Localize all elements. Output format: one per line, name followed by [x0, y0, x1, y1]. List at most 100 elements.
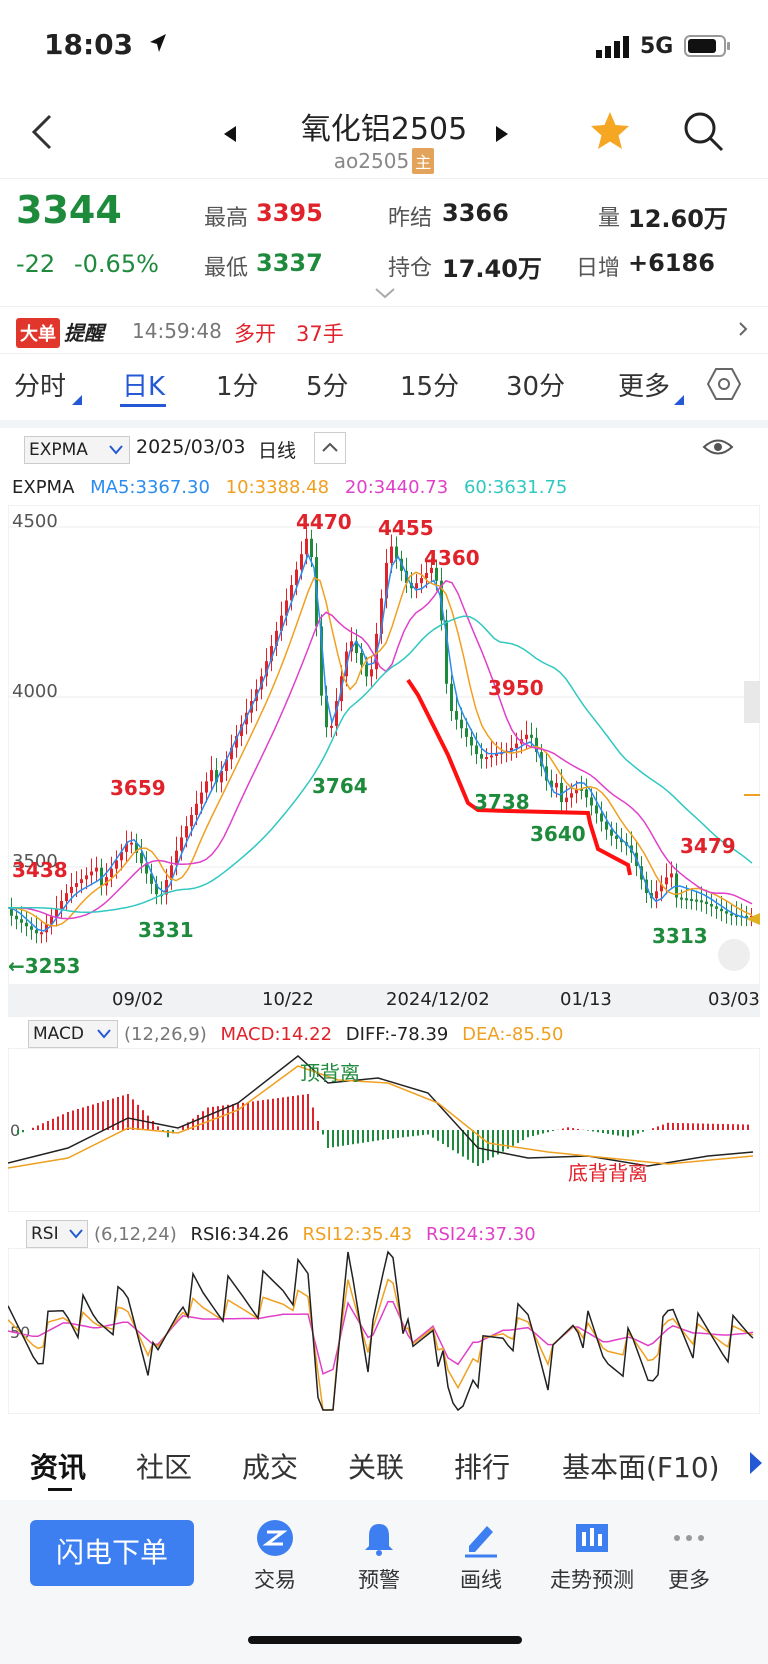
low-label: 最低 — [204, 256, 249, 281]
annotation-bottom-divergence: 底背背离 — [568, 1161, 648, 1185]
trough-label-3313: 3313 — [652, 924, 708, 948]
tab-ranking[interactable]: 排行 — [454, 1451, 511, 1484]
candle-body — [110, 868, 113, 878]
eye-icon[interactable] — [702, 436, 734, 462]
tab-daily-k[interactable]: 日K — [122, 372, 166, 402]
candle-body — [655, 891, 658, 899]
price-change: -22 — [16, 250, 56, 278]
candle-body — [660, 884, 663, 892]
tab-fenshi[interactable]: 分时 — [14, 372, 67, 402]
signal-icon — [596, 36, 630, 62]
candle-body — [665, 877, 668, 885]
candle-body — [205, 781, 208, 793]
macd-histogram — [17, 1094, 749, 1166]
more-dropdown-icon — [674, 390, 684, 409]
trade-button[interactable]: 交易 — [230, 1518, 320, 1594]
favorite-star-icon[interactable] — [588, 110, 632, 156]
macd-select[interactable]: MACD — [28, 1020, 118, 1048]
tab-related[interactable]: 关联 — [348, 1451, 405, 1484]
candle-body — [350, 641, 353, 652]
candle-body — [600, 813, 603, 822]
expand-chevron-icon[interactable] — [374, 284, 396, 303]
rsi12-line — [8, 1278, 754, 1411]
tab-community[interactable]: 社区 — [136, 1451, 193, 1484]
candle-body — [480, 754, 483, 759]
indicator-select[interactable]: EXPMA — [24, 436, 130, 464]
candle-body — [325, 695, 328, 728]
candle-body — [745, 915, 748, 918]
search-icon[interactable] — [682, 110, 726, 158]
candle-body — [280, 615, 283, 631]
tabs-scroll-arrow-icon[interactable] — [750, 1452, 762, 1478]
tab-5min[interactable]: 5分 — [306, 372, 349, 402]
tab-fundamentals[interactable]: 基本面(F10) — [562, 1451, 720, 1484]
main-contract-badge: 主 — [412, 148, 435, 174]
more-button[interactable]: 更多 — [644, 1518, 734, 1594]
rsi12-value: RSI12:35.43 — [302, 1224, 413, 1245]
tab-more[interactable]: 更多 — [618, 372, 671, 402]
annotation-top-divergence: 顶背离 — [300, 1061, 360, 1085]
macd-chart[interactable]: 0 顶背离 底背背离 — [8, 1048, 760, 1212]
flash-order-button[interactable]: 闪电下单 — [30, 1520, 194, 1586]
candle-body — [305, 538, 308, 555]
candle-body — [585, 789, 588, 798]
tab-30min[interactable]: 30分 — [506, 372, 566, 402]
contract-code: ao2505 主 — [0, 148, 768, 174]
alert-button[interactable]: 预警 — [334, 1518, 424, 1594]
candle-body — [530, 734, 533, 738]
x-label-20241202: 2024/12/02 — [386, 989, 490, 1010]
candle-body — [175, 850, 178, 866]
candle-body — [30, 926, 33, 930]
trend-forecast-button[interactable]: 走势预测 — [540, 1518, 644, 1594]
x-label-0303: 03/03 — [708, 989, 760, 1010]
open-interest-label: 持仓 — [388, 256, 433, 281]
side-handle[interactable] — [744, 681, 760, 723]
back-icon[interactable] — [30, 112, 54, 156]
y-label-4500: 4500 — [12, 511, 58, 532]
more-label: 更多 — [668, 1568, 710, 1592]
candle-body — [35, 929, 38, 934]
candle-body — [290, 585, 293, 601]
location-icon — [148, 32, 168, 58]
prev-contract-icon[interactable] — [224, 126, 238, 146]
candle-body — [430, 567, 433, 573]
candle-body — [390, 546, 393, 563]
rsi-select[interactable]: RSI — [26, 1220, 88, 1248]
draw-line-button[interactable]: 画线 — [436, 1518, 526, 1594]
candle-body — [695, 899, 698, 902]
trough-label-3331: 3331 — [138, 918, 194, 942]
chevron-right-icon[interactable] — [738, 321, 748, 341]
candle-body — [120, 851, 123, 861]
candle-body — [435, 567, 438, 581]
tab-dropdown-icon — [72, 390, 82, 409]
candle-body — [590, 797, 593, 806]
collapse-button[interactable] — [314, 432, 346, 464]
peak-label-3950: 3950 — [488, 676, 544, 700]
tab-news[interactable]: 资讯 — [30, 1451, 87, 1484]
rsi-chart[interactable]: 50 — [8, 1248, 760, 1414]
candle-body — [275, 630, 278, 646]
alert-label: 预警 — [358, 1568, 400, 1592]
candle-body — [295, 569, 298, 586]
candle-body — [415, 583, 418, 589]
candle-body — [215, 770, 218, 783]
rsi-params: (6,12,24) — [94, 1224, 177, 1245]
candle-body — [185, 826, 188, 838]
next-contract-icon[interactable] — [496, 126, 510, 146]
x-label-1022: 10/22 — [262, 989, 314, 1010]
settings-hexagon-icon[interactable] — [706, 366, 742, 406]
peak-label-4360: 4360 — [424, 546, 480, 570]
candle-body — [395, 546, 398, 559]
tab-trades[interactable]: 成交 — [242, 1451, 299, 1484]
indicator-select-value: EXPMA — [29, 440, 88, 460]
fullscreen-icon[interactable] — [718, 939, 750, 971]
kline-chart[interactable]: 4500 4000 3500 4470 4455 4360 3659 3950 … — [8, 505, 760, 985]
tab-1min[interactable]: 1分 — [216, 372, 259, 402]
ma-lines — [8, 552, 753, 932]
tab-15min[interactable]: 15分 — [400, 372, 460, 402]
candle-body — [330, 725, 333, 728]
big-order-alert[interactable]: 大单 提醒 14:59:48 多开 37手 — [0, 306, 768, 354]
candle-body — [580, 788, 583, 791]
candle-body — [370, 669, 373, 677]
candle-body — [610, 829, 613, 836]
